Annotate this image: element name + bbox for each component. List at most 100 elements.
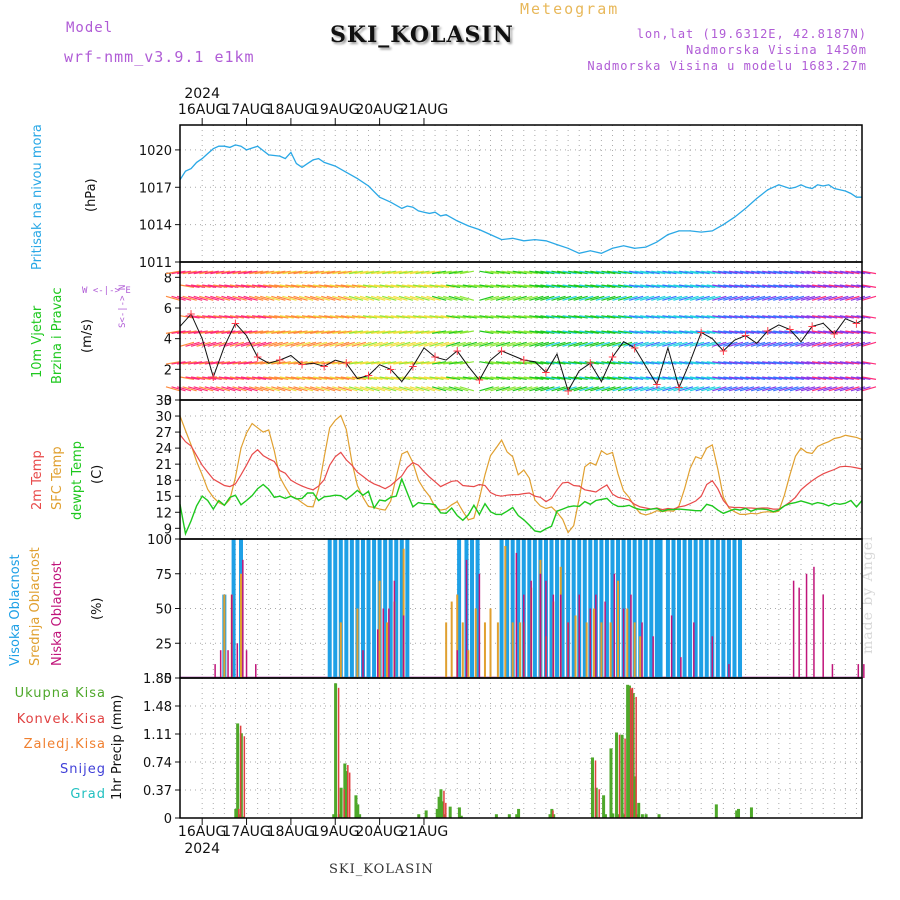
wind-arrow [335, 376, 350, 380]
date-label-top: 19AUG [311, 102, 360, 118]
wind-arrow [512, 386, 527, 392]
wind-arrow [579, 341, 594, 347]
wind-arrow [562, 315, 577, 319]
wind-arrow [501, 330, 516, 334]
wind-arrow [623, 295, 638, 301]
wind-arrow [645, 386, 660, 392]
wind-arrow [379, 284, 394, 288]
wind-arrow [226, 330, 242, 334]
wind-arrow [409, 295, 425, 301]
wind-arrow [229, 284, 245, 288]
wind-arrow [307, 341, 322, 347]
wind-arrow [437, 361, 452, 365]
wind-arrow [839, 284, 854, 288]
cloud-bar [393, 580, 396, 678]
wind-arrow [232, 330, 247, 334]
date-label-top: 16AUG [178, 102, 227, 118]
wind-arrow [401, 376, 416, 380]
wind-arrow [210, 386, 225, 392]
wind-arrow [745, 295, 760, 301]
wind-arrow [629, 361, 644, 365]
wind-arrow [193, 361, 208, 365]
wind-arrow [204, 330, 219, 334]
wind-arrow [263, 284, 278, 288]
wind-arrow [276, 361, 291, 365]
wind-arrow [518, 330, 533, 334]
precip-bar [609, 748, 613, 818]
wind-arrow [767, 341, 782, 347]
wind-arrow [839, 361, 854, 365]
wind-arrow [495, 361, 511, 365]
wind-arrow [590, 270, 605, 275]
wind-arrow [640, 361, 655, 365]
wind-arrow [573, 315, 588, 319]
wind-arrow [523, 284, 538, 288]
wind-arrow [701, 341, 716, 347]
wind-arrow [468, 341, 483, 347]
wind-arrow [257, 376, 272, 380]
wind-arrow [384, 341, 400, 347]
wind-arrow [182, 361, 197, 365]
wind-arrow [326, 270, 341, 275]
wind-arrow [385, 284, 400, 288]
wind-arrow [479, 386, 494, 392]
wind-arrow [695, 386, 710, 392]
cloud-bar [539, 573, 542, 678]
wind-arrow [365, 270, 380, 275]
wind-arrow [404, 270, 419, 275]
cloud-bar [530, 580, 532, 678]
wind-arrow [226, 386, 242, 392]
wind-arrow [224, 284, 239, 288]
wind-arrow [579, 270, 594, 275]
wind-arrow [556, 386, 572, 392]
cloud-bar [489, 608, 492, 678]
wind-arrow [856, 330, 871, 334]
wind-arrow [357, 341, 372, 347]
wind-arrow [645, 270, 660, 275]
wind-arrow [437, 295, 452, 301]
wind-arrow [590, 315, 605, 319]
wind-arrow [678, 295, 694, 301]
wind-arrow [243, 330, 258, 334]
wind-arrow [459, 330, 474, 334]
wind-arrow [723, 295, 738, 301]
wind-arrow [673, 341, 688, 347]
wind-arrow [321, 270, 336, 275]
wind-arrow [701, 270, 716, 275]
wind-arrow [484, 361, 500, 365]
wind-arrow [545, 284, 561, 288]
wind-arrow [215, 386, 231, 392]
cloud-bar [578, 594, 580, 678]
wind-arrow [426, 330, 441, 334]
wind-arrow [207, 284, 222, 288]
wind-arrow [534, 376, 549, 380]
wind-arrow [324, 284, 339, 288]
wind-arrow [257, 284, 272, 288]
cloud-bar [362, 650, 364, 678]
wind-arrow [817, 284, 832, 288]
wind-arrow [182, 330, 197, 334]
wind-arrow [540, 284, 555, 288]
wind-arrow [751, 361, 766, 365]
wind-arrow [701, 284, 716, 288]
wind-arrow [773, 386, 788, 392]
wind-arrow [501, 361, 516, 365]
wind-arrow [861, 341, 877, 347]
wind-arrow [318, 341, 333, 347]
wind-arrow [739, 295, 755, 301]
wind-arrow [556, 330, 572, 334]
wind-arrow [387, 270, 402, 275]
wind-arrow [762, 330, 777, 334]
wind-arrow [301, 315, 317, 319]
wind-arrow [512, 341, 527, 347]
wind-arrow [656, 270, 671, 275]
wind-arrow [479, 284, 494, 288]
wind-arrow [784, 295, 799, 301]
page-title: SKI_KOLASIN [330, 22, 514, 48]
wind-arrow [667, 284, 683, 288]
wind-arrow [484, 315, 500, 319]
wind-arrow [237, 386, 253, 392]
wind-arrow [218, 315, 233, 319]
wind-arrow [348, 295, 364, 301]
wind-arrow [332, 330, 347, 334]
